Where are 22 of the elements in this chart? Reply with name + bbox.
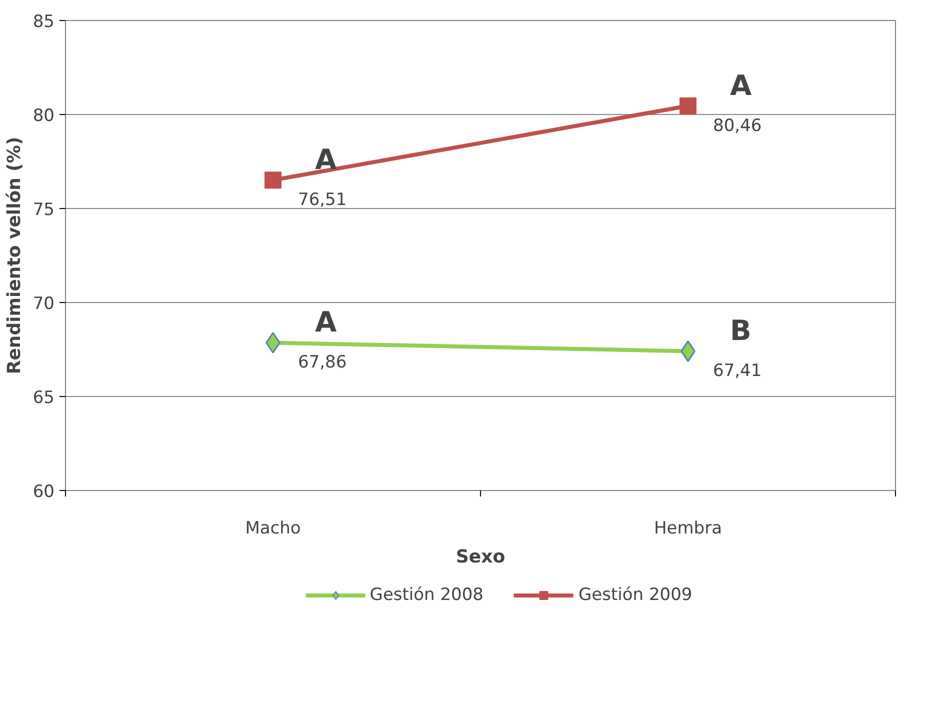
data-label: 67,86 xyxy=(298,352,347,373)
point xyxy=(264,172,282,189)
y-tick-label: 70 xyxy=(32,294,55,314)
annotation: A xyxy=(730,68,752,102)
x-axis-title: Sexo xyxy=(456,546,506,568)
y-axis-title: Rendimiento vellón (%) xyxy=(4,136,25,374)
y-tick-label: 60 xyxy=(32,482,55,502)
annotation: A xyxy=(315,143,337,176)
legend-label: Gestión 2008 xyxy=(370,585,484,605)
data-label: 76,51 xyxy=(298,190,347,210)
annotation: B xyxy=(730,314,752,348)
y-tick-label: 80 xyxy=(32,106,55,126)
y-tick-label: 85 xyxy=(32,12,55,32)
point xyxy=(680,97,696,114)
x-tick-label: Macho xyxy=(245,518,301,538)
legend-label: Gestión 2009 xyxy=(578,585,692,605)
y-tick-label: 65 xyxy=(32,388,55,408)
x-tick-label: Hembra xyxy=(654,518,722,538)
data-label: 67,41 xyxy=(713,361,762,382)
y-tick-label: 75 xyxy=(32,200,55,220)
data-label: 80,46 xyxy=(713,116,762,136)
annotation: A xyxy=(315,306,337,339)
